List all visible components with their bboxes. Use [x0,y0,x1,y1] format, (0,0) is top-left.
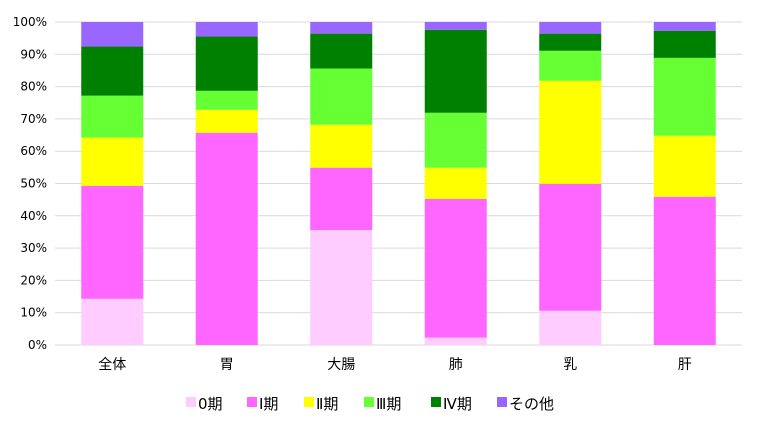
bar-segment [195,22,258,37]
bar-segment [539,33,602,51]
x-category-label: 肺 [449,357,463,373]
bar-segment [539,80,602,184]
bar-segment [653,30,716,58]
bar-segment [310,230,373,345]
bar-segment [310,33,373,69]
x-category-label: 大腸 [327,357,355,373]
legend-swatch [431,397,441,407]
x-category-label: 全体 [98,356,126,373]
bar-segment [310,124,373,168]
bar-segment [424,112,487,168]
y-tick-label: 70% [20,112,47,126]
bar-segment [424,22,487,30]
y-tick-label: 50% [20,177,47,191]
bar-segment [81,298,144,345]
bar-segment [539,22,602,34]
y-tick-label: 40% [20,209,47,223]
legend-swatch [247,397,257,407]
y-tick-label: 80% [20,80,47,94]
y-tick-label: 20% [20,273,47,287]
legend-label: Ⅱ期 [316,395,338,413]
legend-label: Ⅲ期 [376,395,401,413]
legend-swatch [186,397,196,407]
x-category-label: 肝 [678,357,692,373]
bar-segment [653,57,716,136]
bar-segment [310,22,373,34]
bar-segment [424,167,487,200]
x-category-label: 乳 [563,357,577,373]
legend-swatch [364,397,374,407]
legend-label: Ⅳ期 [443,395,472,413]
bar-segment [81,95,144,138]
bar-segment [539,183,602,311]
y-tick-label: 0% [28,338,47,352]
bar-segment [195,109,258,133]
legend-label: その他 [509,395,554,413]
bar-segment [195,36,258,91]
bar-segment [424,337,487,345]
bar-segment [539,50,602,81]
bar-segment [653,196,716,345]
bar-segment [424,29,487,113]
bar-segment [81,137,144,186]
bar-segment [424,199,487,338]
bar-segment [310,68,373,125]
bar-segment [653,22,716,31]
y-tick-label: 30% [20,241,47,255]
legend-swatch [304,397,314,407]
x-category-label: 胃 [220,357,234,373]
bar-segment [310,167,373,231]
bar-segment [195,90,258,110]
y-tick-label: 60% [20,144,47,158]
bar-segment [195,132,258,345]
bar-segment [653,135,716,197]
bar-segment [539,310,602,345]
legend-swatch [497,397,507,407]
y-tick-label: 100% [13,15,47,29]
bar-segment [81,46,144,96]
y-tick-label: 10% [20,306,47,320]
bar-segment [81,22,144,47]
bar-segment [81,185,144,299]
y-tick-label: 90% [20,47,47,61]
legend-label: Ⅰ期 [259,395,278,413]
legend-label: 0期 [198,395,223,413]
